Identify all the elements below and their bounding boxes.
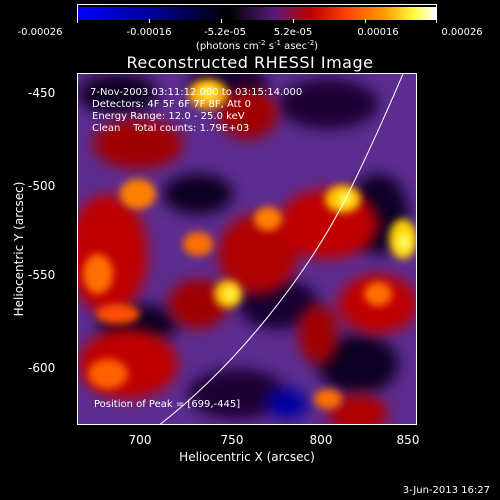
colorbar-tick-label: -0.00016: [126, 27, 172, 38]
x-axis-label: Heliocentric X (arcsec): [179, 450, 315, 464]
observation-time-text: 7-Nov-2003 03:11:12.000 to 03:15:14.000: [90, 87, 303, 98]
rhessi-image-panel: 7-Nov-2003 03:11:12.000 to 03:15:14.000 …: [77, 73, 417, 425]
x-tick-label: 850: [396, 433, 420, 447]
rhessi-heatmap: [78, 74, 416, 424]
y-tick-label: -600: [28, 361, 56, 375]
colorbar-units: (photons cm-2 s-1 asec-2): [195, 39, 319, 52]
y-tick-label: -450: [28, 86, 56, 100]
colorbar-tick-mark: [365, 19, 366, 23]
colorbar-tick-mark: [149, 19, 150, 23]
detectors-text: Detectors: 4F 5F 6F 7F 8F, Att 0: [92, 99, 252, 110]
render-timestamp: 3-Jun-2013 16:27: [402, 485, 490, 496]
colorbar-tick-label: 0.00016: [357, 27, 399, 38]
x-tick-label: 700: [128, 433, 152, 447]
colorbar-tick-label: 5.2e-05: [273, 27, 313, 38]
colorbar: [77, 4, 437, 20]
colorbar-tick-mark: [293, 19, 294, 23]
colorbar-gradient: [78, 7, 436, 20]
energy-range-text: Energy Range: 12.0 - 25.0 keV: [92, 111, 245, 122]
clean-counts-text: Clean Total counts: 1.79E+03: [92, 123, 250, 134]
peak-position-text: Position of Peak = [699,-445]: [94, 399, 241, 410]
colorbar-tick-label: 0.00026: [441, 27, 483, 38]
colorbar-tick-label: -5.2e-05: [204, 27, 246, 38]
x-tick-label: 750: [220, 433, 244, 447]
colorbar-tick-label: -0.00026: [17, 27, 63, 38]
x-tick-label: 800: [309, 433, 333, 447]
colorbar-tick-mark: [436, 19, 437, 23]
colorbar-tick-mark: [221, 19, 222, 23]
y-axis-label: Heliocentric Y (arcsec): [12, 181, 26, 317]
y-tick-label: -500: [28, 179, 56, 193]
heatmap-red-regions: [78, 89, 416, 424]
image-title: Reconstructed RHESSI Image: [126, 53, 374, 72]
y-tick-label: -550: [28, 268, 56, 282]
colorbar-tick-mark: [77, 19, 78, 23]
solar-limb-line: [159, 74, 404, 424]
